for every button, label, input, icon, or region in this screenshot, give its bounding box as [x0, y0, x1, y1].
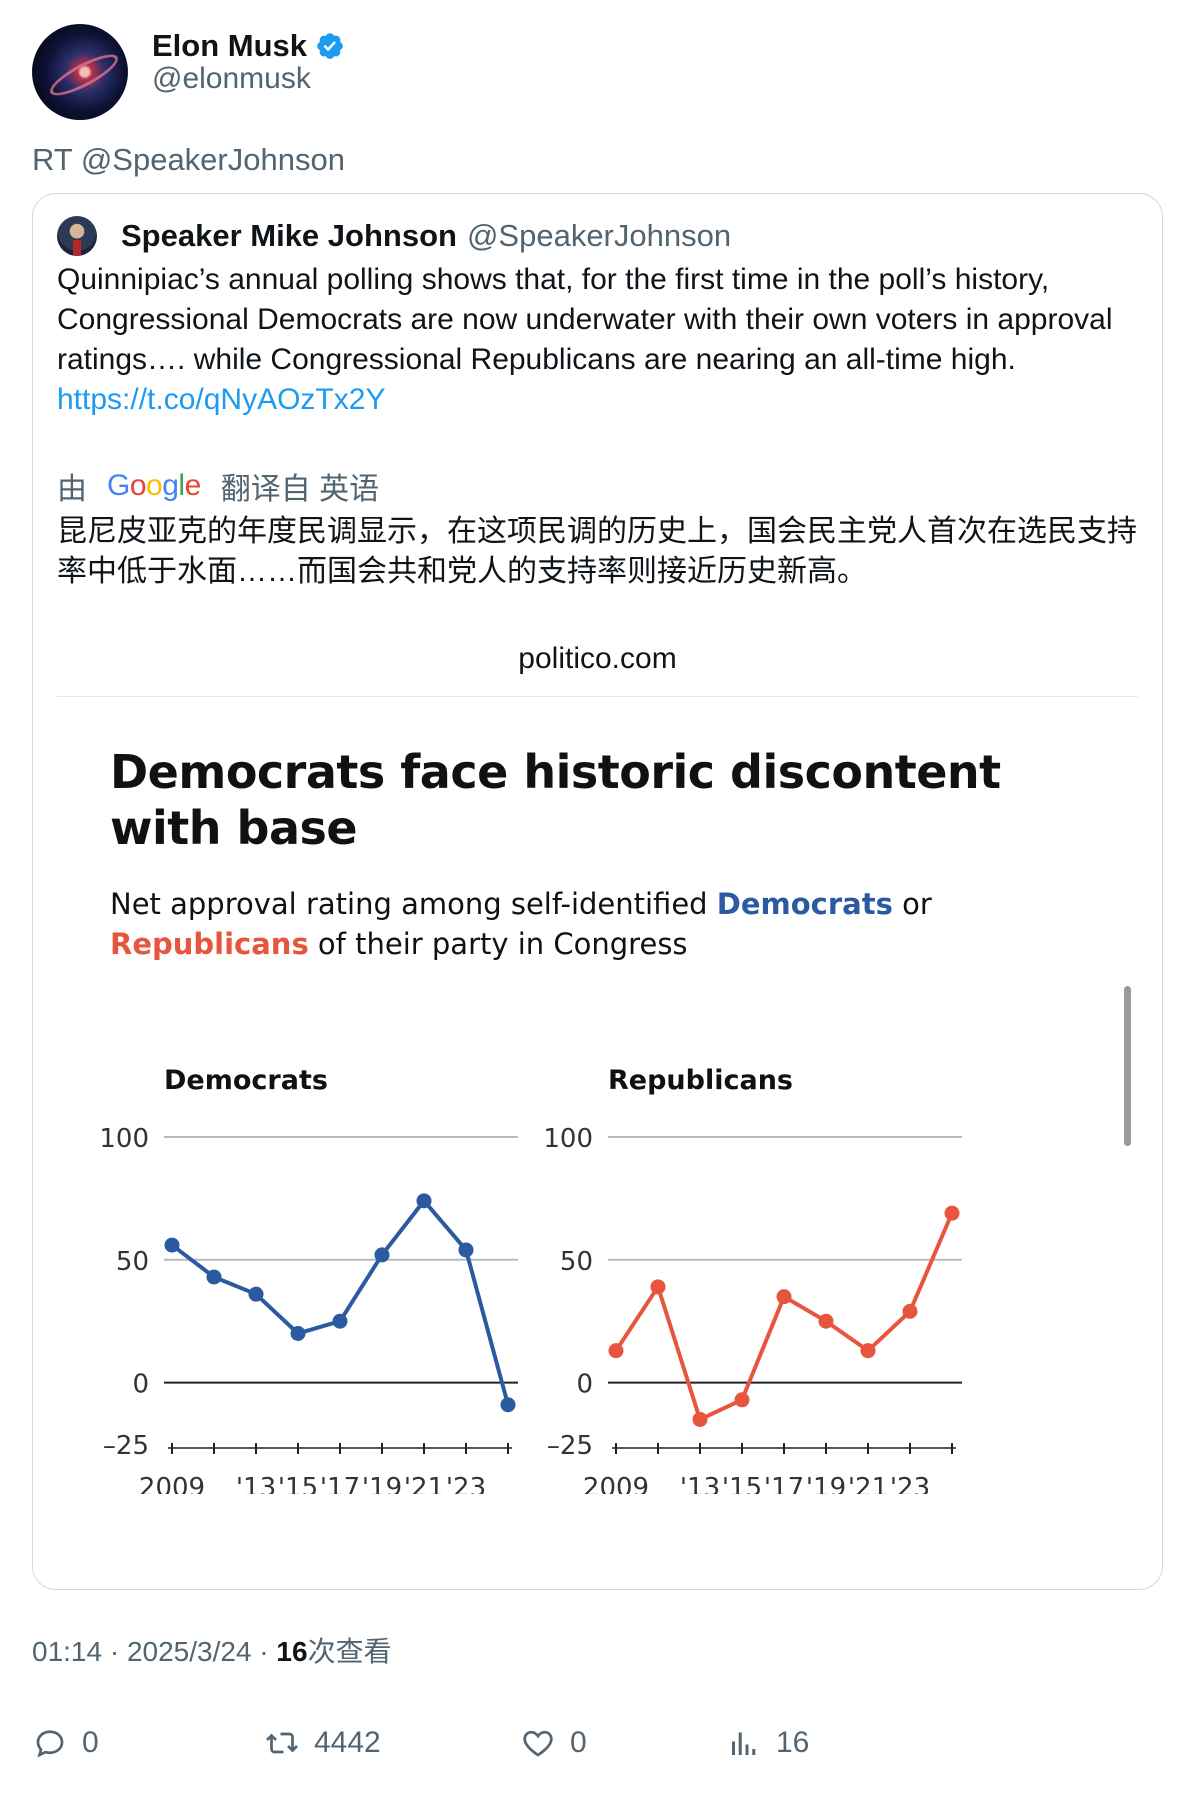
tweet-timestamp[interactable]: 01:14 · 2025/3/24 · [32, 1636, 277, 1667]
translate-by-label: 由 [57, 473, 87, 506]
dem-y-tick-label: 50 [116, 1247, 149, 1277]
retweet-button[interactable]: 4442 [264, 1718, 381, 1768]
dem-data-point [500, 1397, 516, 1413]
author-name[interactable]: Elon Musk [152, 28, 308, 63]
dem-data-point [290, 1325, 306, 1341]
analytics-icon [732, 1732, 756, 1755]
quoted-tweet-header: Speaker Mike Johnson @SpeakerJohnson [57, 214, 731, 258]
tweet-header: Elon Musk @elonmusk [32, 24, 1132, 120]
dem-x-tick-label: '17 [320, 1473, 360, 1494]
dem-data-point [458, 1242, 474, 1258]
dem-x-tick-label: '23 [446, 1473, 486, 1494]
views-button[interactable]: 16 [726, 1718, 809, 1768]
rep-data-point [902, 1303, 918, 1319]
quoted-tweet-link[interactable]: https://t.co/qNyAOzTx2Y [57, 383, 386, 416]
rep-data-point [692, 1411, 708, 1427]
retweet-label: RT @SpeakerJohnson [32, 142, 345, 177]
rep-y-tick-label: 0 [576, 1370, 593, 1400]
rep-series-line [614, 1212, 954, 1422]
chart-subtitle-democrats: Democrats [716, 887, 893, 921]
quoted-tweet-card[interactable]: Speaker Mike Johnson @SpeakerJohnson Qui… [32, 193, 1163, 1590]
views-count: 16 [776, 1726, 810, 1759]
rep-x-tick-label: '13 [680, 1473, 720, 1494]
dem-x-tick-label: 2009 [139, 1473, 205, 1494]
rep-data-point [734, 1392, 750, 1408]
like-count: 0 [570, 1726, 587, 1759]
chart-subtitle-part: or [892, 887, 932, 921]
dem-data-point [374, 1247, 390, 1263]
quoted-author-name[interactable]: Speaker Mike Johnson [121, 218, 457, 253]
rep-y-tick-label: –25 [547, 1431, 593, 1461]
quoted-author-handle[interactable]: @SpeakerJohnson [466, 218, 732, 253]
author-name-row: Elon Musk [152, 26, 345, 66]
chart-scrollbar[interactable] [1124, 986, 1131, 1146]
retweet-count: 4442 [314, 1726, 381, 1759]
card-domain[interactable]: politico.com [518, 642, 677, 675]
chart-subtitle-part: Net approval rating among self-identifie… [110, 887, 717, 921]
rep-y-tick-label: 100 [543, 1124, 593, 1154]
rep-data-point [944, 1205, 960, 1221]
dem-series-line [170, 1198, 510, 1406]
google-logo: Google [107, 469, 201, 502]
chart-subtitle-part: of their party in Congress [308, 927, 688, 961]
reply-count: 0 [82, 1726, 99, 1759]
rep-data-point [860, 1343, 876, 1359]
retweet-icon [266, 1732, 298, 1754]
rep-x-tick-label: '15 [722, 1473, 762, 1494]
dem-data-point [164, 1237, 180, 1253]
rep-x-tick-label: '19 [806, 1473, 846, 1494]
card-divider [57, 696, 1138, 697]
chart-subtitle-republicans: Republicans [110, 927, 309, 961]
translated-text: 昆尼皮亚克的年度民调显示，在这项民调的历史上，国会民主党人首次在选民支持率中低于… [57, 515, 1137, 588]
verified-badge-icon [317, 33, 343, 59]
quoted-author-avatar[interactable] [57, 216, 97, 256]
chart-title: Democrats face historic discontent with … [110, 745, 1001, 855]
approval-charts: Democrats100500–252009'13'15'17'19'21'23… [99, 1065, 962, 1494]
rep-x-tick-label: '21 [848, 1473, 888, 1494]
quoted-tweet-body: Quinnipiac’s annual polling shows that, … [57, 263, 1113, 376]
dem-x-tick-label: '21 [404, 1473, 444, 1494]
rep-data-point [608, 1343, 624, 1359]
heart-icon [523, 1730, 553, 1757]
tweet-meta: 01:14 · 2025/3/24 · 16次查看 [32, 1630, 392, 1670]
rep-data-point [650, 1279, 666, 1295]
rep-y-tick-label: 50 [560, 1247, 593, 1277]
quoted-tweet-text: Quinnipiac’s annual polling shows that, … [57, 260, 1147, 420]
rep-x-tick-label: '17 [764, 1473, 804, 1494]
rep-x-tick-label: 2009 [583, 1473, 649, 1494]
chart-subtitle: Net approval rating among self-identifie… [110, 884, 1070, 964]
tweet-actions: 0 4442 0 16 [32, 1718, 1152, 1768]
dem-panel-title: Democrats [164, 1065, 328, 1096]
dem-x-tick-label: '15 [278, 1473, 318, 1494]
rep-data-point [818, 1313, 834, 1329]
dem-data-point [332, 1313, 348, 1329]
reply-button[interactable]: 0 [32, 1718, 99, 1768]
rep-data-point [776, 1289, 792, 1305]
like-button[interactable]: 0 [520, 1718, 587, 1768]
translation-attribution: 由 Google 翻译自 英语 [57, 464, 379, 508]
dem-x-tick-label: '13 [236, 1473, 276, 1494]
dem-data-point [248, 1286, 264, 1302]
author-handle[interactable]: @elonmusk [152, 62, 311, 95]
dem-x-tick-label: '19 [362, 1473, 402, 1494]
rep-x-tick-label: '23 [890, 1473, 930, 1494]
dem-y-tick-label: 100 [99, 1124, 149, 1154]
dem-data-point [206, 1269, 222, 1285]
reply-icon [36, 1730, 64, 1758]
dem-y-tick-label: –25 [103, 1431, 149, 1461]
view-count-label: 次查看 [307, 1636, 392, 1667]
dem-data-point [416, 1193, 432, 1209]
author-avatar[interactable] [32, 24, 128, 120]
translate-from-label: 翻译自 英语 [220, 473, 380, 506]
view-count: 16 [276, 1636, 308, 1667]
dem-y-tick-label: 0 [132, 1370, 149, 1400]
rep-panel-title: Republicans [608, 1065, 793, 1096]
